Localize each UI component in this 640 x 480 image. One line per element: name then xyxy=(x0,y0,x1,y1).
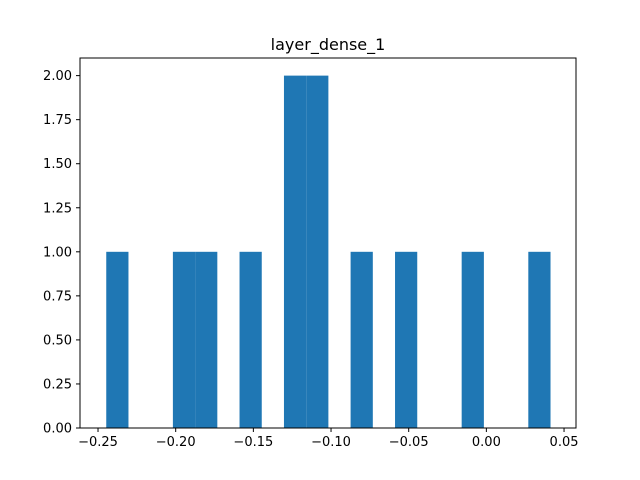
y-tick-label-2: 0.25 xyxy=(43,377,72,392)
y-tick-label-8: 1.75 xyxy=(43,113,72,128)
histogram-bar-10 xyxy=(306,75,329,428)
chart-title: layer_dense_1 xyxy=(271,35,386,55)
plot-area-frame xyxy=(79,57,577,429)
x-tick-label-6: 0.00 xyxy=(472,435,501,450)
y-tick-label-6: 1.25 xyxy=(43,201,72,216)
y-tick-label-9: 2.00 xyxy=(43,69,72,84)
histogram-bar-20 xyxy=(528,251,551,428)
y-tick-label-7: 1.50 xyxy=(43,157,72,172)
x-tick-label-2: −0.20 xyxy=(156,435,196,450)
histogram-bar-5 xyxy=(195,251,218,428)
x-axis: −0.25 −0.20 −0.15 −0.10 −0.05 0.00 0.05 xyxy=(78,428,579,450)
y-axis: 0.00 0.25 0.50 0.75 1.00 1.25 1.50 1.75 2.00 xyxy=(43,69,80,437)
y-tick-label-4: 0.75 xyxy=(43,289,72,304)
x-tick-label-3: −0.15 xyxy=(233,435,273,450)
histogram-bar-12 xyxy=(350,251,373,428)
y-tick-label-1: 0.00 xyxy=(43,422,72,437)
histogram-bar-9 xyxy=(283,75,307,428)
histogram-bar-17 xyxy=(461,251,484,428)
x-tick-label-1: −0.25 xyxy=(78,435,118,450)
histogram-bar-7 xyxy=(239,251,262,428)
x-tick-label-7: 0.05 xyxy=(550,435,579,450)
x-tick-label-4: −0.10 xyxy=(311,435,351,450)
histogram-bar-14 xyxy=(395,251,418,428)
histogram-bar-1 xyxy=(106,251,129,428)
y-tick-label-5: 1.00 xyxy=(43,245,72,260)
y-tick-label-3: 0.50 xyxy=(43,333,72,348)
bars-group xyxy=(106,75,551,428)
x-tick-label-5: −0.05 xyxy=(389,435,429,450)
histogram-bar-4 xyxy=(172,251,196,428)
